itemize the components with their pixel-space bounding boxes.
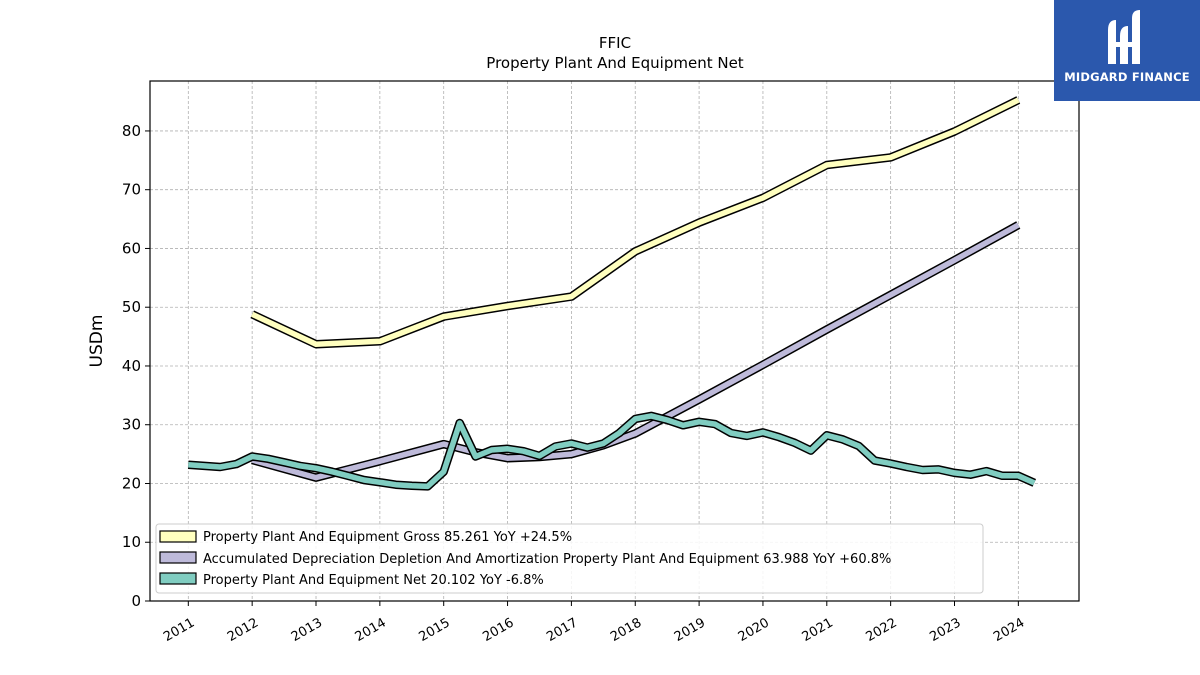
legend-label-net: Property Plant And Equipment Net 20.102 … [203,573,544,588]
x-tick-label: 2014 [353,615,389,645]
series-line-gross [251,97,1020,347]
x-tick-label: 2011 [161,615,197,645]
x-tick-label: 2023 [927,615,963,645]
midgard-logo-icon [1108,10,1140,64]
y-tick-label: 40 [122,357,141,375]
x-tick-label: 2016 [480,615,516,645]
y-axis-ticks: 0 10 20 30 40 50 60 70 80 [122,122,150,610]
x-tick-label: 2021 [800,615,836,645]
x-tick-label: 2018 [608,615,644,645]
chart-title: FFIC [599,34,631,52]
legend-label-gross: Property Plant And Equipment Gross 85.26… [203,530,572,545]
midgard-finance-logo: MIDGARD FINANCE [1054,0,1200,101]
y-tick-label: 80 [122,122,141,140]
x-tick-label: 2024 [991,615,1027,645]
x-tick-label: 2019 [672,615,708,645]
y-tick-label: 20 [122,474,141,492]
legend: Property Plant And Equipment Gross 85.26… [155,523,984,594]
x-tick-label: 2012 [225,615,261,645]
series-lines [187,96,1037,491]
x-tick-label: 2017 [544,615,580,645]
legend-label-accumulated-depreciation: Accumulated Depreciation Depletion And A… [203,552,891,567]
plot-area-frame [149,80,1080,602]
x-tick-label: 2015 [417,615,453,645]
x-tick-label: 2022 [863,615,899,645]
chart-subtitle: Property Plant And Equipment Net [486,54,743,72]
y-tick-label: 70 [122,181,141,199]
grid [150,81,1079,602]
x-tick-label: 2013 [289,615,325,645]
legend-swatch-accumulated-depreciation [159,551,197,564]
y-tick-label: 50 [122,298,141,316]
y-tick-label: 10 [122,533,141,551]
y-tick-label: 0 [131,592,141,610]
legend-swatch-net [159,572,197,585]
legend-box [155,523,984,594]
logo-text: MIDGARD FINANCE [1064,70,1190,84]
series-line-net [188,413,1036,490]
x-axis-ticks: 2011 2012 2013 2014 2015 2016 2017 2018 2019 2020… [161,601,1027,645]
y-tick-label: 30 [122,416,141,434]
legend-swatch-gross [159,530,197,543]
y-axis-label: USDm [87,315,107,368]
x-tick-label: 2020 [736,615,772,645]
y-tick-label: 60 [122,239,141,257]
